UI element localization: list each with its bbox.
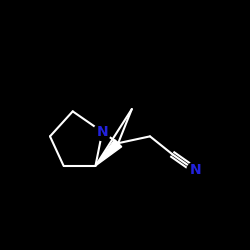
Polygon shape	[96, 140, 122, 166]
Circle shape	[94, 123, 111, 140]
Text: N: N	[190, 164, 201, 177]
Text: N: N	[96, 125, 108, 139]
Circle shape	[187, 162, 204, 179]
